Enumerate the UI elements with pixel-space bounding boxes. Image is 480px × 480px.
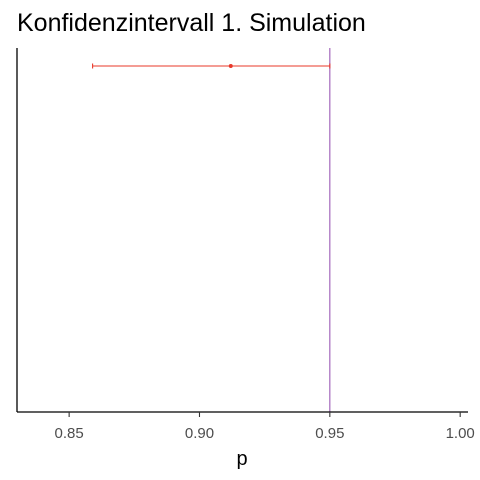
x-tick-label: 0.85 <box>55 425 84 442</box>
x-axis-ticks: 0.85 0.90 0.95 1.00 <box>55 412 475 442</box>
plot-area <box>92 48 331 412</box>
x-tick-label: 0.95 <box>315 425 344 442</box>
point-estimate <box>228 64 233 68</box>
x-tick-label: 0.90 <box>185 425 214 442</box>
x-axis-title: p <box>236 448 247 470</box>
chart-title: Konfidenzintervall 1. Simulation <box>17 9 366 37</box>
x-tick-label: 1.00 <box>446 425 475 442</box>
